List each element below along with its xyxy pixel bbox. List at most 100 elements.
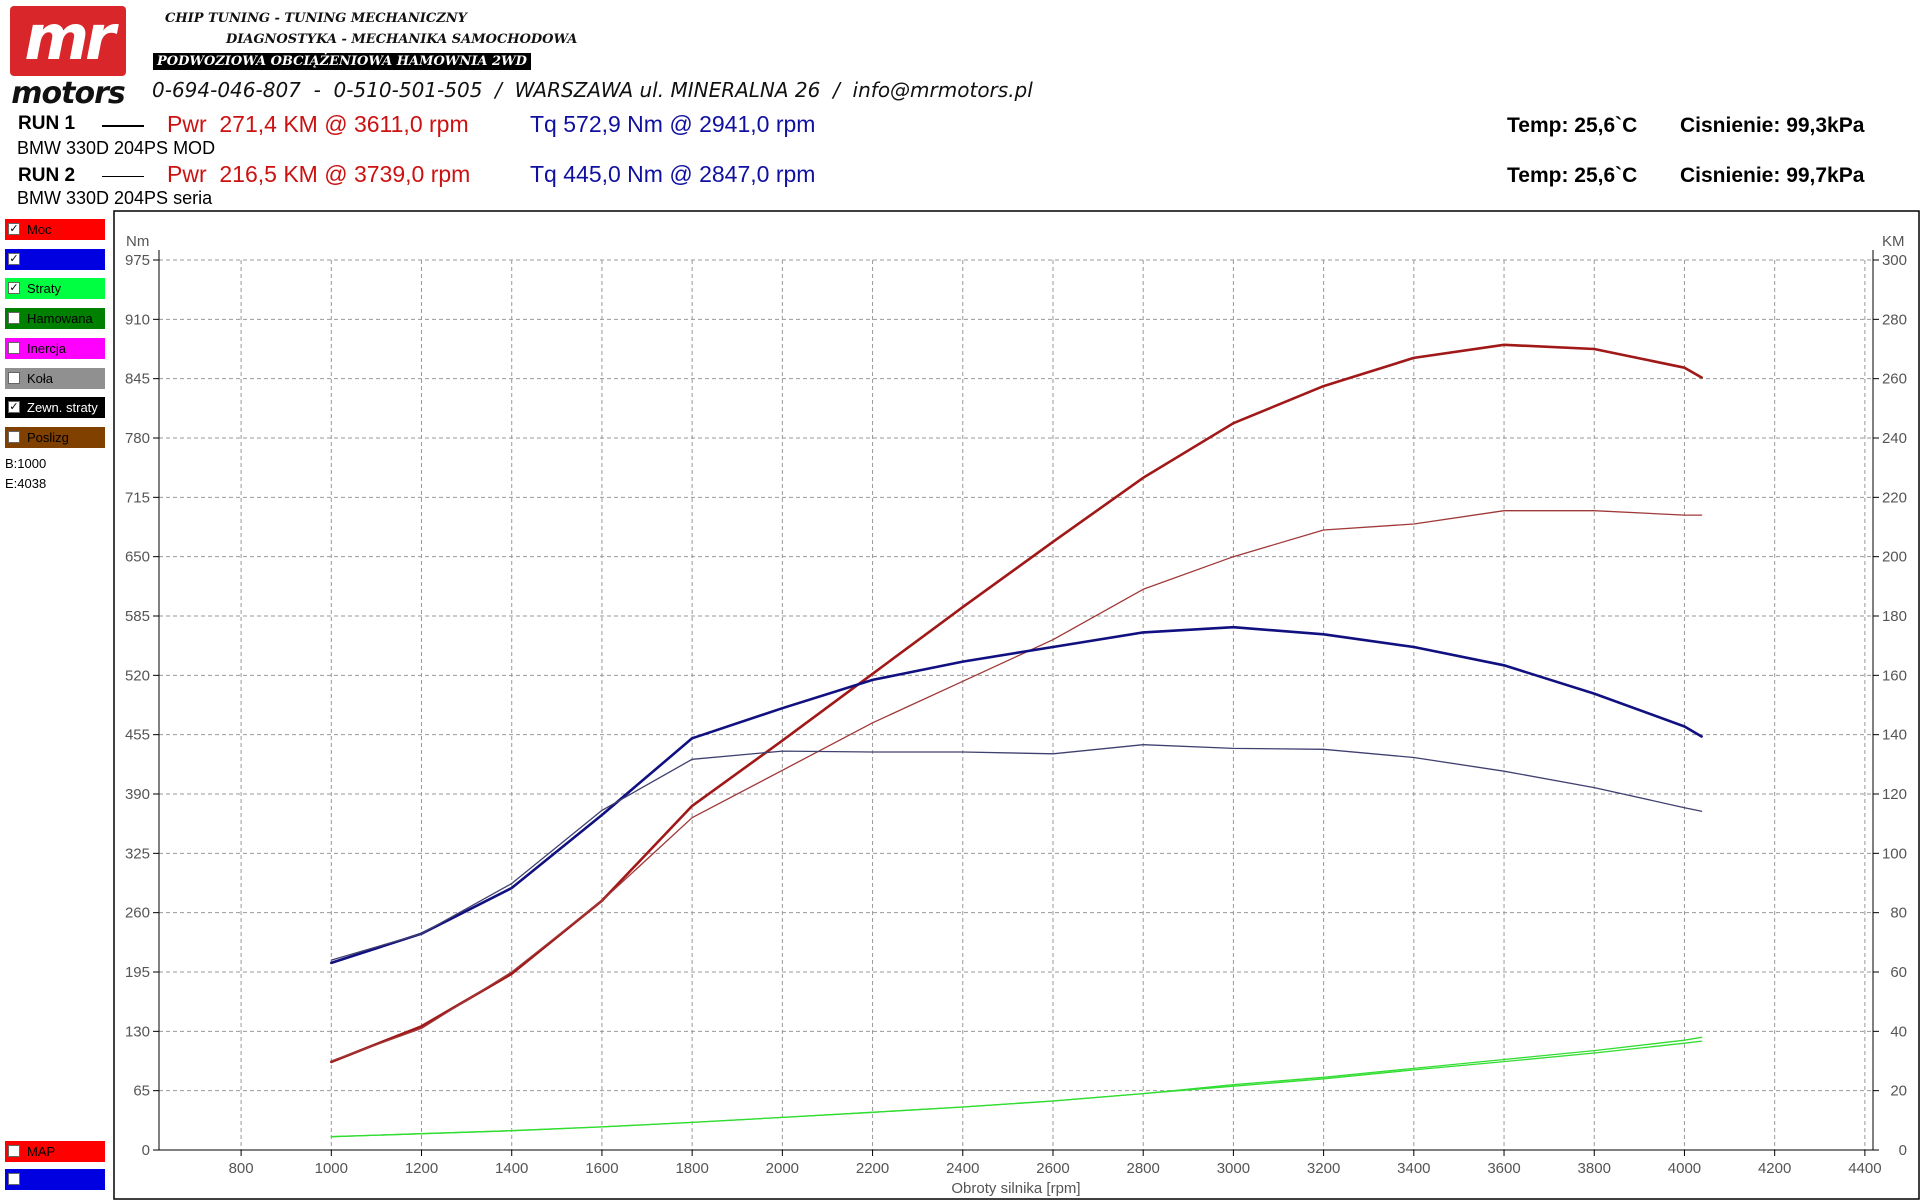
header-line: CHIP TUNING - TUNING MECHANICZNY — [165, 11, 467, 26]
channel-toggle[interactable]: ✓ Moc — [5, 219, 105, 240]
y-tick-label: 520 — [125, 667, 150, 684]
x-tick-label: 4400 — [1848, 1160, 1881, 1177]
series-line — [330, 1040, 1703, 1138]
run-pressure: Cisnienie: 99,3kPa — [1680, 114, 1865, 137]
range-end: E:4038 — [5, 476, 47, 491]
channel-toggle[interactable]: ✓ — [5, 248, 105, 270]
y-tick-label: 325 — [125, 845, 150, 862]
y2-tick-label: 180 — [1882, 608, 1907, 625]
checkbox[interactable]: ✓ — [8, 223, 20, 235]
channel-toggle[interactable]: MAP — [5, 1141, 105, 1162]
y-tick-label: 910 — [125, 311, 150, 328]
x-tick-label: 3800 — [1578, 1160, 1611, 1177]
checkbox[interactable] — [8, 312, 20, 325]
y2-tick-label: 20 — [1890, 1083, 1907, 1100]
y2-tick-label: 200 — [1882, 549, 1907, 566]
series-line — [330, 1036, 1703, 1138]
run-temp: Temp: 25,6`C — [1507, 164, 1638, 187]
y-tick-label: 715 — [125, 489, 150, 506]
checkbox[interactable] — [8, 430, 20, 443]
checkbox[interactable]: ✓ — [8, 401, 20, 414]
run-label: RUN 2 — [18, 165, 76, 186]
y2-tick-label: 280 — [1882, 311, 1907, 328]
run-torque: Tq 572,9 Nm @ 2941,0 rpm — [530, 111, 816, 137]
y-tick-label: 455 — [125, 727, 150, 744]
checkbox[interactable]: ✓ — [8, 282, 20, 295]
y2-tick-label: 160 — [1882, 667, 1907, 684]
checkbox[interactable] — [8, 371, 20, 384]
channel-label: Koła — [27, 370, 54, 386]
x-tick-label: 1000 — [315, 1160, 348, 1177]
channel-label: Poslizg — [27, 429, 69, 445]
x-tick-label: 3000 — [1217, 1160, 1250, 1177]
channel-label: Straty — [27, 281, 61, 297]
run-torque: Tq 445,0 Nm @ 2847,0 rpm — [530, 161, 816, 187]
run-car: BMW 330D 204PS MOD — [17, 138, 216, 158]
checkbox[interactable]: ✓ — [8, 252, 20, 265]
header-contact: 0-694-046-807 - 0-510-501-505 / WARSZAWA… — [152, 78, 1033, 102]
x-tick-label: 2200 — [856, 1160, 889, 1177]
y-tick-label: 780 — [125, 430, 150, 447]
channel-label: Moc — [27, 222, 52, 237]
y2-tick-label: 140 — [1882, 727, 1907, 744]
run-line-sample — [102, 125, 144, 127]
x-tick-label: 4200 — [1758, 1160, 1791, 1177]
run-car: BMW 330D 204PS seria — [17, 188, 213, 208]
channel-toggle[interactable] — [5, 1169, 105, 1190]
x-tick-label: 1800 — [675, 1160, 708, 1177]
run-temp: Temp: 25,6`C — [1507, 114, 1638, 137]
y2-tick-label: 300 — [1882, 252, 1907, 269]
y2-tick-label: 80 — [1890, 905, 1907, 922]
x-tick-label: 800 — [229, 1160, 254, 1177]
y-tick-label: 65 — [133, 1083, 150, 1100]
y2-tick-label: 60 — [1890, 964, 1907, 981]
x-tick-label: 2400 — [946, 1160, 979, 1177]
checkbox[interactable] — [8, 341, 20, 354]
y-tick-label: 585 — [125, 608, 150, 625]
y2-tick-label: 240 — [1882, 430, 1907, 447]
x-tick-label: 1600 — [585, 1160, 618, 1177]
y-tick-label: 130 — [125, 1023, 150, 1040]
y2-tick-label: 260 — [1882, 371, 1907, 388]
y2-axis-title: KM — [1882, 233, 1905, 250]
channel-toggle[interactable]: Hamowana — [5, 308, 105, 330]
y-tick-label: 260 — [125, 905, 150, 922]
header-line: DIAGNOSTYKA - MECHANIKA SAMOCHODOWA — [226, 32, 578, 47]
channel-label: Hamowana — [27, 311, 93, 327]
y-tick-label: 195 — [125, 964, 150, 981]
channel-toggle[interactable]: Inercja — [5, 337, 105, 359]
channel-label: Zewn. straty — [27, 400, 98, 416]
header-line: PODWOZIOWA OBCIĄŻENIOWA HAMOWNIA 2WD — [153, 53, 531, 70]
series-line — [330, 625, 1703, 965]
x-tick-label: 2800 — [1127, 1160, 1160, 1177]
logo-mark: mr — [10, 6, 126, 76]
series-line — [330, 744, 1703, 961]
x-axis-title: Obroty silnika [rpm] — [951, 1180, 1080, 1197]
run-line-sample — [102, 176, 144, 177]
y-tick-label: 0 — [142, 1142, 150, 1159]
checkbox[interactable] — [8, 1173, 20, 1185]
logo-text: motors — [11, 76, 125, 111]
channel-label: MAP — [27, 1144, 56, 1159]
channel-toggle[interactable]: ✓ Zewn. straty — [5, 397, 105, 419]
run-power: Pwr 216,5 KM @ 3739,0 rpm — [167, 161, 471, 187]
y-axis-title: Nm — [126, 233, 149, 250]
x-tick-label: 1200 — [405, 1160, 438, 1177]
y2-tick-label: 40 — [1890, 1023, 1907, 1040]
channel-toggle[interactable]: Koła — [5, 367, 105, 389]
series-line — [330, 510, 1703, 1062]
channel-label: Inercja — [27, 340, 67, 356]
checkbox[interactable] — [8, 1145, 20, 1157]
plot-frame — [113, 210, 1920, 1200]
range-begin: B:1000 — [5, 456, 47, 471]
x-tick-label: 4000 — [1668, 1160, 1701, 1177]
x-tick-label: 3200 — [1307, 1160, 1340, 1177]
x-tick-label: 1400 — [495, 1160, 528, 1177]
channel-toggle[interactable]: Poslizg — [5, 426, 105, 448]
y2-tick-label: 0 — [1899, 1142, 1907, 1159]
run-label: RUN 1 — [18, 113, 76, 134]
channel-toggle[interactable]: ✓ Straty — [5, 278, 105, 300]
y-tick-label: 390 — [125, 786, 150, 803]
y-tick-label: 650 — [125, 549, 150, 566]
